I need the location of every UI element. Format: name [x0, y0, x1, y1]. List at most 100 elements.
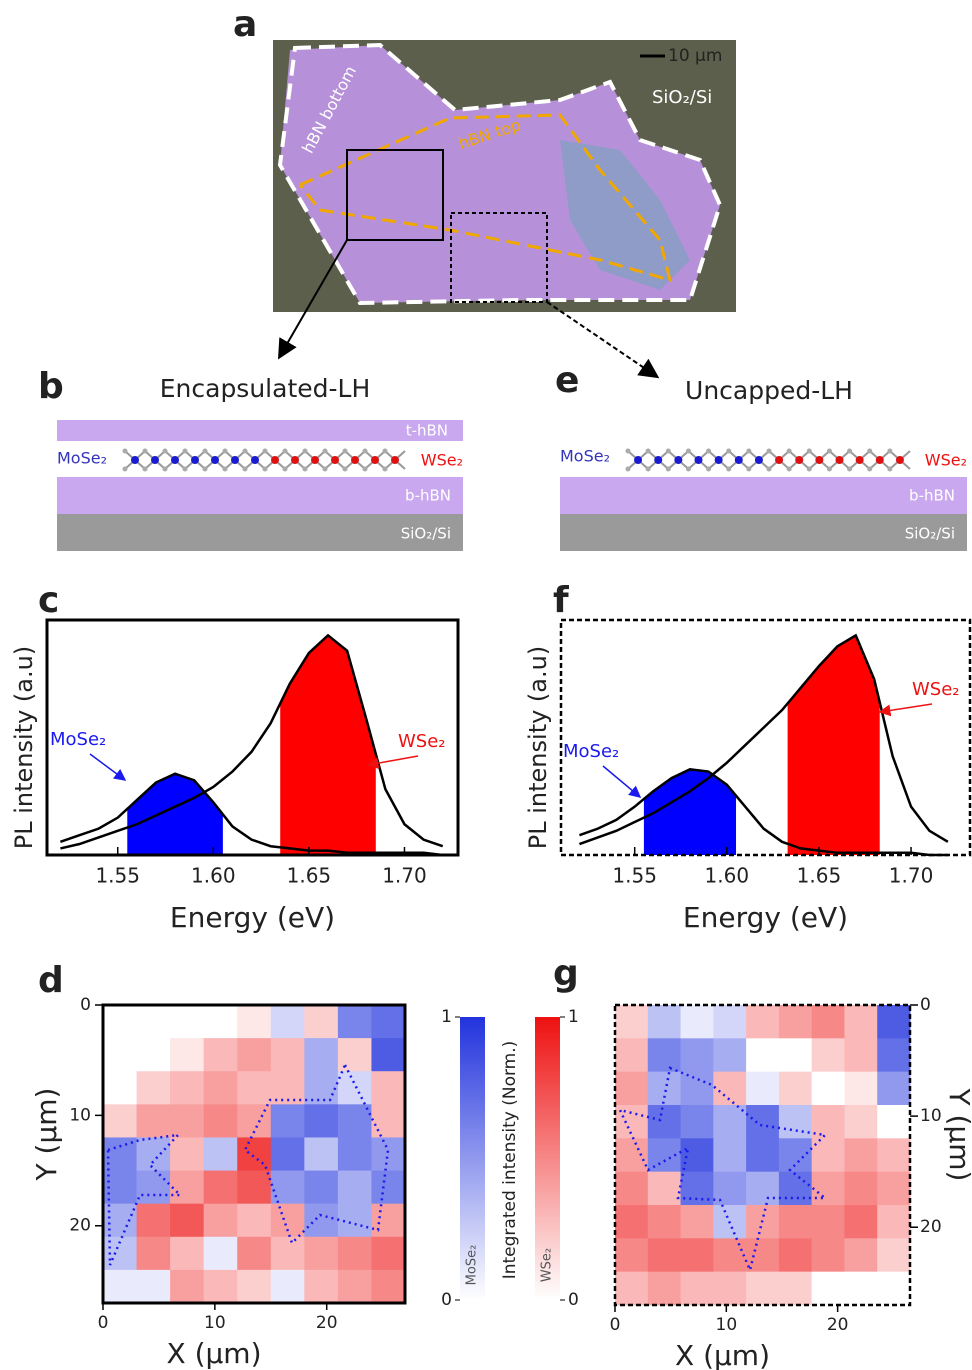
- x-tick-label: 0: [610, 1315, 621, 1335]
- heatmap-cell: [103, 1269, 138, 1304]
- atom: [665, 448, 671, 454]
- colorbar-name: WSe₂: [540, 1248, 555, 1282]
- pl-curve: [579, 768, 948, 857]
- atom: [634, 456, 643, 464]
- heatmap-cell: [844, 1138, 878, 1173]
- atom: [665, 466, 671, 472]
- atom: [714, 456, 723, 464]
- heatmap-cell: [746, 1171, 780, 1206]
- shaded-area: [280, 635, 376, 855]
- layer-label: t-hBN: [406, 422, 448, 440]
- heatmap-cell: [811, 1138, 845, 1173]
- atom: [131, 456, 139, 464]
- heatmap-cell: [371, 1170, 406, 1205]
- heatmap-cell: [203, 1203, 238, 1238]
- heatmap-cell: [713, 1138, 747, 1173]
- y-tick-label: 10: [69, 1105, 91, 1125]
- atom: [122, 448, 128, 454]
- atom: [382, 448, 388, 454]
- atom: [162, 466, 168, 472]
- arrow: [546, 301, 660, 379]
- atom: [382, 466, 388, 472]
- annotation-arrow: [878, 703, 933, 717]
- arrow: [277, 239, 348, 360]
- peak-label: MoSe₂: [50, 729, 106, 750]
- atom: [171, 456, 179, 464]
- layer-label: b-hBN: [405, 487, 451, 505]
- heatmap-cell: [170, 1269, 205, 1304]
- atom: [142, 448, 148, 454]
- atom: [706, 448, 712, 454]
- atom: [674, 456, 683, 464]
- heatmap-cell: [371, 1203, 406, 1238]
- annotation-arrow: [366, 755, 419, 770]
- colorbar: [460, 1017, 485, 1300]
- heatmap-cell: [304, 1005, 339, 1039]
- atom: [795, 456, 804, 464]
- y-axis-label: PL intensity (a.u): [524, 646, 552, 849]
- heatmap-cell: [270, 1137, 305, 1172]
- heatmap-cell: [647, 1271, 682, 1306]
- layer-label: SiO₂/Si: [401, 525, 451, 543]
- heatmap-cell: [337, 1005, 372, 1039]
- atom: [371, 456, 379, 464]
- heatmap-cell: [811, 1171, 845, 1206]
- heatmap-cell: [877, 1071, 911, 1106]
- heatmap-cell: [270, 1170, 305, 1205]
- micrograph: [273, 40, 736, 312]
- atom: [766, 466, 772, 472]
- panel-label: c: [38, 580, 59, 621]
- y-axis-label: PL intensity (a.u): [10, 646, 38, 849]
- x-tick-label: 1.55: [612, 864, 657, 888]
- frame: [101, 1003, 407, 1305]
- frame: [45, 618, 460, 857]
- heatmap-cell: [844, 1171, 878, 1206]
- x-axis-label: X (μm): [675, 1339, 770, 1370]
- heatmap-cell: [877, 1105, 911, 1139]
- heatmap-cell: [371, 1038, 406, 1072]
- heatmap-cell: [371, 1137, 406, 1172]
- atom: [322, 466, 328, 472]
- x-tick-label: 1.55: [95, 864, 140, 888]
- heatmap-cell: [746, 1238, 780, 1273]
- atom: [685, 466, 691, 472]
- atom: [726, 466, 732, 472]
- heatmap-cell: [170, 1005, 205, 1039]
- frame: [613, 1003, 912, 1307]
- heatmap-cell: [713, 1038, 747, 1073]
- atom: [331, 456, 339, 464]
- atom: [685, 448, 691, 454]
- atom: [342, 466, 348, 472]
- atom: [242, 448, 248, 454]
- y-tick-label: 20: [69, 1216, 91, 1236]
- heatmap-cell: [746, 1005, 780, 1039]
- colorbar: [535, 1017, 560, 1300]
- material-label: WSe₂: [925, 451, 967, 470]
- heatmap-cell: [615, 1005, 649, 1039]
- colorbar-tick-label: 0: [441, 1290, 452, 1310]
- heatmap-cell: [746, 1105, 780, 1139]
- atom: [182, 448, 188, 454]
- atom: [362, 448, 368, 454]
- heatmap-cell: [203, 1038, 238, 1072]
- x-axis-label: Energy (eV): [683, 901, 848, 934]
- heatmap-cell: [203, 1236, 238, 1271]
- heatmap-cell: [877, 1271, 911, 1306]
- heatmap-cell: [103, 1005, 138, 1039]
- x-tick-label: 1.65: [797, 864, 842, 888]
- atom: [211, 456, 219, 464]
- heatmap-cell: [713, 1238, 747, 1273]
- y-tick-label: 0: [920, 995, 931, 1015]
- heatmap-cell: [237, 1071, 272, 1105]
- heatmap-cell: [237, 1269, 272, 1304]
- heatmap-cell: [811, 1238, 845, 1273]
- heatmap-cell: [270, 1104, 305, 1138]
- heatmap-cell: [844, 1238, 878, 1273]
- atom: [625, 448, 631, 454]
- atom: [786, 448, 792, 454]
- heatmap-cell: [778, 1205, 813, 1239]
- atom: [282, 466, 288, 472]
- heatmap-cell: [270, 1005, 305, 1039]
- heatmap-cell: [203, 1269, 238, 1304]
- heatmap-cell: [811, 1271, 845, 1306]
